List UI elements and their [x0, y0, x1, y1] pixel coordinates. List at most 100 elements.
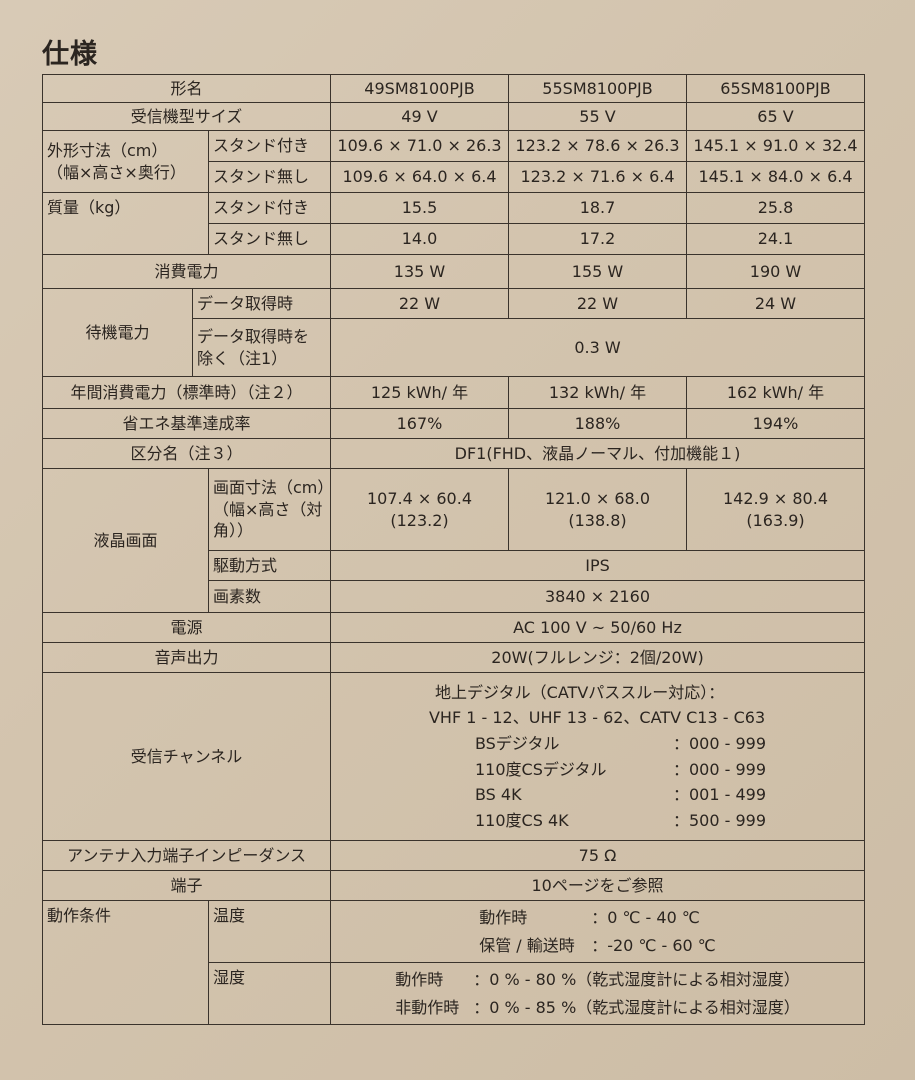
sub-label: スタンド無し: [208, 223, 331, 255]
antenna-row: アンテナ入力端子インピーダンス 75 Ω: [42, 840, 865, 871]
cell: AC 100 V ~ 50/60 Hz: [330, 612, 865, 643]
row-label: 液晶画面: [42, 468, 209, 613]
cell: 55 V: [508, 102, 687, 131]
row-label: 外形寸法（cm） （幅×高さ×奥行）: [42, 130, 209, 193]
cell: 109.6 × 64.0 × 6.4: [330, 161, 509, 193]
condition-value: ：-20 ℃ - 60 ℃: [591, 935, 716, 955]
cell: 22 W: [508, 288, 687, 319]
condition-name: 動作時: [479, 908, 528, 928]
channel-range: ：000 - 999: [672, 733, 767, 753]
terminal-row: 端子 10ページをご参照: [42, 870, 865, 901]
channel-range: ：500 - 999: [672, 810, 767, 830]
cell: 17.2: [508, 223, 687, 255]
channel-range: ：000 - 999: [672, 759, 767, 779]
cell-line: 142.9 × 80.4: [722, 488, 828, 508]
eco-row: 省エネ基準達成率 167% 188% 194%: [42, 408, 865, 439]
cell-line: (163.9): [746, 510, 805, 530]
row-label: 電源: [42, 612, 331, 643]
row-label: 消費電力: [42, 254, 331, 289]
condition-list: 動作時 ：0 ℃ - 40 ℃ 保管 / 輸送時 ：-20 ℃ - 60 ℃: [479, 904, 716, 958]
channel-range: ：001 - 499: [672, 785, 767, 805]
size-row: 受信機型サイズ 49 V 55 V 65 V: [42, 102, 865, 131]
cell: 155 W: [508, 254, 687, 289]
cell: 107.4 × 60.4 (123.2): [330, 468, 509, 551]
channel-list: 地上デジタル（CATVパススルー対応）： VHF 1 - 12、UHF 13 -…: [429, 680, 766, 834]
model-name: 65SM8100PJB: [686, 74, 865, 103]
standby-row: データ取得時を 除く（注1） 0.3 W: [43, 318, 865, 377]
conditions-row: 湿度 動作時 ：0 % - 80 %（乾式湿度計による相対湿度） 非動作時 ：0 %…: [43, 962, 865, 1025]
row-label: 質量（kg）: [42, 192, 209, 255]
cell: 49 V: [330, 102, 509, 131]
condition-name: 保管 / 輸送時: [479, 935, 575, 955]
condition-value: ：0 % - 85 %（乾式湿度計による相対湿度）: [473, 997, 800, 1017]
cell: 22 W: [330, 288, 509, 319]
power-row: 消費電力 135 W 155 W 190 W: [42, 254, 865, 289]
sub-label: 画素数: [208, 580, 331, 613]
sub-label: スタンド無し: [208, 161, 331, 193]
cell: 190 W: [686, 254, 865, 289]
cell-line: 107.4 × 60.4: [366, 488, 472, 508]
cell: 動作時 ：0 ℃ - 40 ℃ 保管 / 輸送時 ：-20 ℃ - 60 ℃: [330, 900, 865, 963]
cell: 125 kWh/ 年: [330, 376, 509, 409]
channel-line: VHF 1 - 12、UHF 13 - 62、CATV C13 - C63: [428, 708, 766, 728]
sub-label: 画面寸法（cm） （幅×高さ（対 角））: [208, 468, 334, 551]
dims-row: スタンド無し 109.6 × 64.0 × 6.4 123.2 × 71.6 ×…: [43, 161, 865, 193]
channel-item: BS 4K ：001 - 499: [429, 782, 766, 808]
dims-label-sub: （幅×高さ×奥行）: [47, 162, 186, 182]
channel-item: BSデジタル ：000 - 999: [429, 731, 766, 757]
mass-row: 質量（kg） スタンド付き 15.5 18.7 25.8: [42, 192, 865, 255]
channel-name: BS 4K: [474, 785, 522, 805]
cell: 135 W: [330, 254, 509, 289]
cell: 24.1: [686, 223, 865, 255]
cell: 0.3 W: [330, 318, 865, 377]
page-title: 仕様: [42, 39, 98, 70]
condition-name: 動作時: [395, 970, 444, 990]
cell: 109.6 × 71.0 × 26.3: [330, 130, 509, 162]
lcd-row: 駆動方式 IPS: [43, 550, 865, 581]
standby-row: 待機電力 データ取得時 22 W 22 W 24 W: [42, 288, 865, 377]
cell: 188%: [508, 408, 687, 439]
cell: 142.9 × 80.4 (163.9): [686, 468, 865, 551]
channels-row: 受信チャンネル 地上デジタル（CATVパススルー対応）： VHF 1 - 12、…: [42, 672, 865, 841]
row-label: 区分名（注３）: [42, 438, 331, 469]
condition-value: ：0 % - 80 %（乾式湿度計による相対湿度）: [473, 970, 800, 990]
dims-row: 外形寸法（cm） （幅×高さ×奥行） スタンド付き 109.6 × 71.0 × …: [42, 130, 865, 193]
condition-item: 保管 / 輸送時 ：-20 ℃ - 60 ℃: [479, 932, 716, 959]
cell: 145.1 × 84.0 × 6.4: [686, 161, 865, 193]
row-label: アンテナ入力端子インピーダンス: [42, 840, 331, 871]
channel-item: 110度CSデジタル ：000 - 999: [429, 757, 766, 783]
cell: 194%: [686, 408, 865, 439]
supply-row: 電源 AC 100 V ~ 50/60 Hz: [42, 612, 865, 643]
channel-line: 地上デジタル（CATVパススルー対応）：: [434, 682, 725, 702]
cell-line: 121.0 × 68.0: [544, 488, 650, 508]
cell: 18.7: [508, 192, 687, 224]
sub-label-line: 除く（注1）: [197, 348, 288, 368]
sub-label-line: 画面寸法（cm）: [213, 478, 334, 498]
sub-label: 温度: [208, 900, 331, 963]
sub-label-line: 角））: [213, 521, 254, 541]
model-name: 55SM8100PJB: [508, 74, 687, 103]
lcd-row: 液晶画面 画面寸法（cm） （幅×高さ（対 角）） 107.4 × 60.4 (123…: [42, 468, 865, 613]
cell: 10ページをご参照: [330, 870, 865, 901]
cell: 動作時 ：0 % - 80 %（乾式湿度計による相対湿度） 非動作時 ：0 % - …: [330, 962, 865, 1025]
cell: 75 Ω: [330, 840, 865, 871]
channel-name: 110度CSデジタル: [474, 759, 607, 779]
spec-table: 形名 49SM8100PJB 55SM8100PJB 65SM8100PJB 受…: [42, 74, 865, 1025]
cell: 24 W: [686, 288, 865, 319]
row-label: 年間消費電力（標準時）（注２）: [42, 376, 331, 409]
cell: 123.2 × 78.6 × 26.3: [508, 130, 687, 162]
model-label: 形名: [42, 74, 331, 103]
annual-row: 年間消費電力（標準時）（注２） 125 kWh/ 年 132 kWh/ 年 16…: [42, 376, 865, 409]
audio-row: 音声出力 20W(フルレンジ：2個/20W): [42, 642, 865, 673]
channel-item: 110度CS 4K ：500 - 999: [429, 808, 766, 834]
condition-value: ：0 ℃ - 40 ℃: [591, 908, 700, 928]
cell: 132 kWh/ 年: [508, 376, 687, 409]
row-label: 受信チャンネル: [42, 672, 331, 841]
cell-line: (138.8): [568, 510, 627, 530]
row-label: 待機電力: [42, 288, 193, 377]
row-label: 動作条件: [42, 900, 209, 1025]
model-name: 49SM8100PJB: [330, 74, 509, 103]
cell: 地上デジタル（CATVパススルー対応）： VHF 1 - 12、UHF 13 -…: [330, 672, 865, 841]
condition-item: 非動作時 ：0 % - 85 %（乾式湿度計による相対湿度）: [395, 994, 800, 1021]
sub-label: データ取得時を 除く（注1）: [192, 318, 331, 377]
